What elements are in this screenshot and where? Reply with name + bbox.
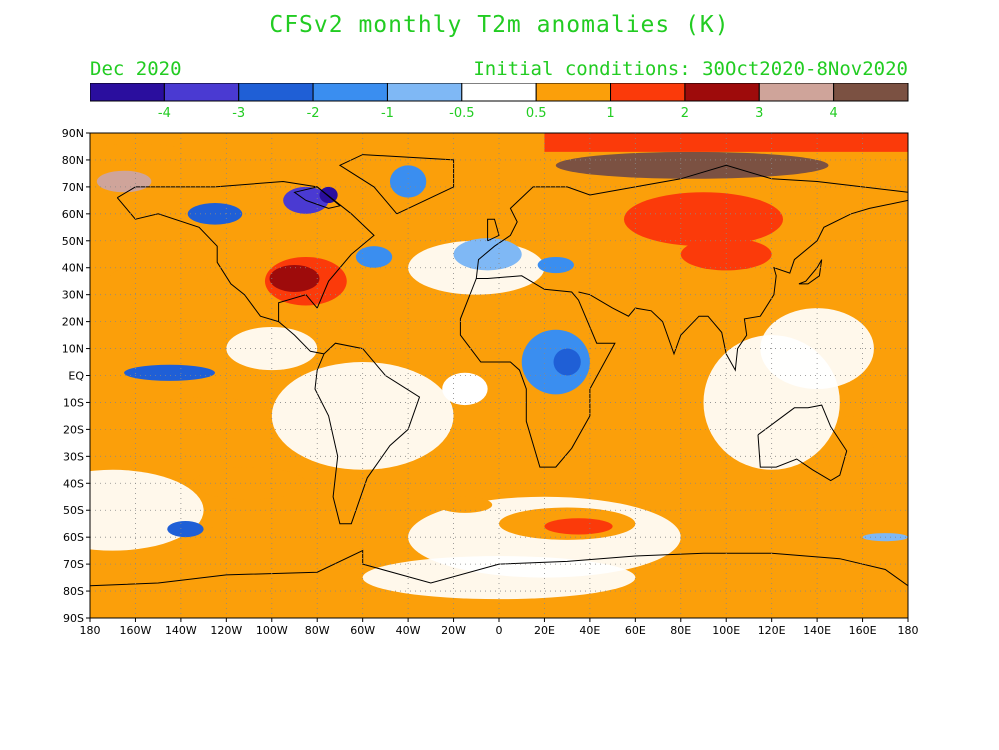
anomaly-region (96, 170, 152, 193)
lat-label: 70S (63, 558, 84, 571)
legend-label: 0.5 (526, 106, 547, 121)
lat-label: 30S (63, 450, 84, 463)
lon-label: 180 (898, 624, 919, 637)
lat-label: 70N (62, 181, 84, 194)
legend-label: -4 (158, 106, 171, 121)
coastline (798, 259, 823, 285)
coastline (116, 197, 279, 323)
anomaly-region (623, 192, 784, 247)
coastline (459, 275, 616, 468)
initial-conditions-label: Initial conditions: 30Oct2020-8Nov2020 (473, 58, 908, 80)
anomaly-field (90, 133, 908, 618)
legend-label: 4 (829, 106, 837, 121)
lat-label: 20S (63, 423, 84, 436)
anomaly-region (442, 372, 488, 406)
anomaly-region (167, 521, 204, 538)
lon-label: 160E (849, 624, 877, 637)
lon-label: 100W (256, 624, 288, 637)
lon-label: 40E (579, 624, 600, 637)
anomaly-region (555, 151, 829, 179)
lon-label: 180 (80, 624, 101, 637)
lat-label: 50N (62, 235, 84, 248)
anomaly-region (192, 467, 306, 500)
legend-label: 1 (606, 106, 614, 121)
lon-label: 140E (803, 624, 831, 637)
coastline (90, 549, 908, 587)
lat-label: EQ (68, 370, 84, 383)
anomaly-region (355, 246, 393, 268)
anomaly-region (269, 265, 320, 292)
anomaly-region (828, 415, 874, 497)
anomaly-region (680, 238, 772, 271)
coastline (475, 164, 908, 279)
lon-label: 40W (396, 624, 421, 637)
lat-label: 40S (63, 477, 84, 490)
anomaly-region (90, 143, 193, 166)
lon-label: 100E (712, 624, 740, 637)
lon-label: 20E (534, 624, 555, 637)
lat-label: 50S (63, 504, 84, 517)
lon-label: 80W (305, 624, 330, 637)
lat-label: 80N (62, 154, 84, 167)
color-legend: -4 -3 -2 -1 -0.5 0.5 1 2 3 4 (90, 83, 909, 121)
lat-label: 60N (62, 208, 84, 221)
anomaly-region (453, 238, 522, 271)
lat-label: 60S (63, 531, 84, 544)
lon-label: 60W (350, 624, 375, 637)
lat-label: 10S (63, 396, 84, 409)
legend-label: -2 (307, 106, 320, 121)
legend-label: 3 (755, 106, 763, 121)
lat-label: 80S (63, 585, 84, 598)
lat-label: 40N (62, 262, 84, 275)
legend-swatch (833, 83, 909, 102)
anomaly-region (544, 518, 613, 535)
coastline (338, 154, 455, 215)
lon-label: 140W (165, 624, 197, 637)
legend-label: -3 (232, 106, 245, 121)
legend-label: -0.5 (449, 106, 474, 121)
anomaly-region (199, 526, 254, 543)
legend-label: 2 (681, 106, 689, 121)
anomaly-region (389, 165, 427, 198)
anomaly-region (124, 364, 215, 381)
coastline (578, 199, 908, 372)
lon-label: 0 (496, 624, 503, 637)
map-title: CFSv2 monthly T2m anomalies (K) (269, 12, 730, 38)
arctic-band (544, 133, 908, 152)
anomaly-region (437, 496, 493, 513)
lat-label: 90N (62, 127, 84, 140)
lon-label: 80E (670, 624, 691, 637)
coastline (487, 218, 500, 242)
lon-label: 160W (120, 624, 152, 637)
lon-label: 120W (210, 624, 242, 637)
anomaly-region (135, 397, 272, 435)
lat-label: 30N (62, 289, 84, 302)
lat-label: 10N (62, 343, 84, 356)
neutral-zone (362, 556, 636, 600)
anomaly-region (553, 348, 581, 376)
lon-label: 60E (625, 624, 646, 637)
anomaly-region (108, 262, 209, 301)
coastline (293, 186, 341, 209)
neutral-zone (90, 469, 204, 551)
lat-label: 20N (62, 316, 84, 329)
anomaly-region (537, 256, 574, 274)
lat-label: 90S (63, 612, 84, 625)
lon-label: 120E (758, 624, 786, 637)
forecast-month-label: Dec 2020 (90, 58, 182, 80)
coastline (757, 404, 848, 482)
anomaly-region (187, 203, 243, 225)
legend-label: -1 (381, 106, 394, 121)
lon-label: 20W (441, 624, 466, 637)
